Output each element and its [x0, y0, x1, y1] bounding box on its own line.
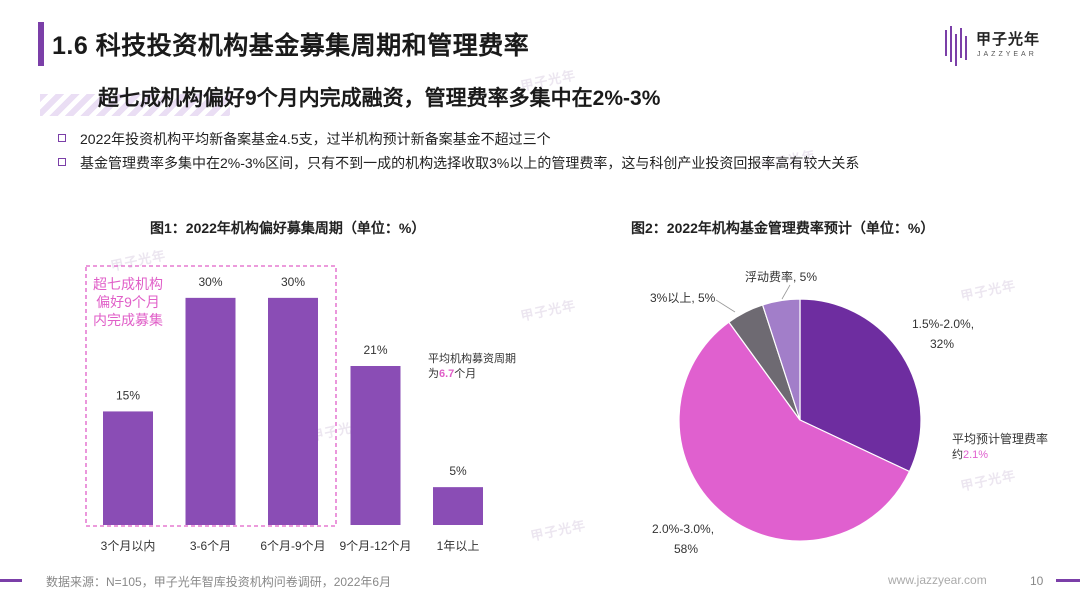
pie-label: 2.0%-3.0%, — [652, 522, 714, 536]
bar — [185, 297, 236, 525]
bullet-text: 基金管理费率多集中在2%-3%区间，只有不到一成的机构选择收取3%以上的管理费率… — [80, 155, 860, 171]
pie-annotation-prefix: 约 — [952, 448, 963, 461]
bar-value-label: 30% — [281, 275, 305, 289]
bullet-item: 2022年投资机构平均新备案基金4.5支，过半机构预计新备案基金不超过三个 — [58, 127, 859, 151]
footer-url[interactable]: www.jazzyear.com — [888, 573, 987, 587]
pie-chart-title: 图2：2022年机构基金管理费率预计（单位：%） — [631, 220, 935, 236]
logo: 甲子光年 JAZZYEAR — [944, 24, 1054, 68]
pie-leader-line — [715, 299, 736, 313]
headline-decoration — [40, 94, 230, 116]
pie-label: 3%以上, 5% — [650, 291, 716, 305]
pie-label: 浮动费率, 5% — [745, 269, 817, 284]
pie-label: 1.5%-2.0%, — [912, 317, 974, 331]
bar — [268, 297, 318, 525]
bar-annotation-value: 6.7 — [439, 368, 454, 380]
pie-slice — [678, 321, 911, 542]
bullet-item: 基金管理费率多集中在2%-3%区间，只有不到一成的机构选择收取3%以上的管理费率… — [58, 151, 859, 175]
highlight-box-label: 偏好9个月 — [96, 294, 160, 310]
bar-annotation-line2: 为6.7个月 — [428, 367, 476, 380]
pie-label-value: 58% — [674, 542, 698, 556]
highlight-box-label: 内完成募集 — [93, 312, 163, 328]
pie-annotation-line1: 平均预计管理费率 — [952, 431, 1048, 446]
logo-name: 甲子光年 — [976, 31, 1041, 48]
footer-source: 数据来源：N=105，甲子光年智库投资机构问卷调研，2022年6月 — [46, 575, 392, 589]
x-tick-label: 9个月-12个月 — [339, 539, 411, 553]
bar-annotation-line1: 平均机构募资周期 — [428, 351, 516, 365]
title-accent-bar — [38, 22, 44, 66]
page-title: 1.6 科技投资机构基金募集周期和管理费率 — [52, 32, 530, 60]
logo-icon — [945, 26, 967, 66]
square-bullet-icon — [58, 134, 66, 142]
x-tick-label: 6个月-9个月 — [260, 539, 325, 553]
highlight-box-label: 超七成机构 — [93, 276, 163, 292]
bar — [350, 366, 401, 525]
page-number: 10 — [1030, 574, 1044, 588]
logo-subtitle: JAZZYEAR — [977, 51, 1037, 58]
x-tick-label: 3-6个月 — [190, 539, 231, 553]
bar-value-label: 15% — [116, 388, 140, 402]
highlight-box — [85, 265, 337, 527]
bar-value-label: 21% — [363, 343, 387, 357]
pie-label-value: 32% — [930, 337, 954, 351]
bar-annotation-prefix: 为 — [428, 367, 439, 380]
bar-value-label: 30% — [198, 275, 222, 289]
footer-accent-right — [1056, 579, 1080, 582]
bar-chart-title: 图1：2022年机构偏好募集周期（单位：%） — [150, 220, 426, 236]
pie-leader-line — [781, 284, 791, 300]
bullet-text: 2022年投资机构平均新备案基金4.5支，过半机构预计新备案基金不超过三个 — [80, 131, 551, 147]
footer-accent-left — [0, 579, 22, 582]
pie-slice — [761, 298, 801, 421]
square-bullet-icon — [58, 158, 66, 166]
headline: 超七成机构偏好9个月内完成融资，管理费率多集中在2%-3% — [98, 87, 661, 110]
pie-annotation-value: 2.1% — [963, 449, 988, 461]
bar-value-label: 5% — [449, 464, 467, 478]
x-tick-label: 3个月以内 — [101, 539, 156, 553]
bullet-list: 2022年投资机构平均新备案基金4.5支，过半机构预计新备案基金不超过三个 基金… — [58, 127, 859, 175]
pie-annotation-line2: 约2.1% — [952, 448, 988, 461]
pie-slice — [799, 298, 922, 473]
bar — [103, 411, 153, 525]
bar — [433, 487, 483, 525]
x-tick-label: 1年以上 — [437, 539, 480, 553]
bar-annotation-suffix: 个月 — [454, 367, 476, 380]
